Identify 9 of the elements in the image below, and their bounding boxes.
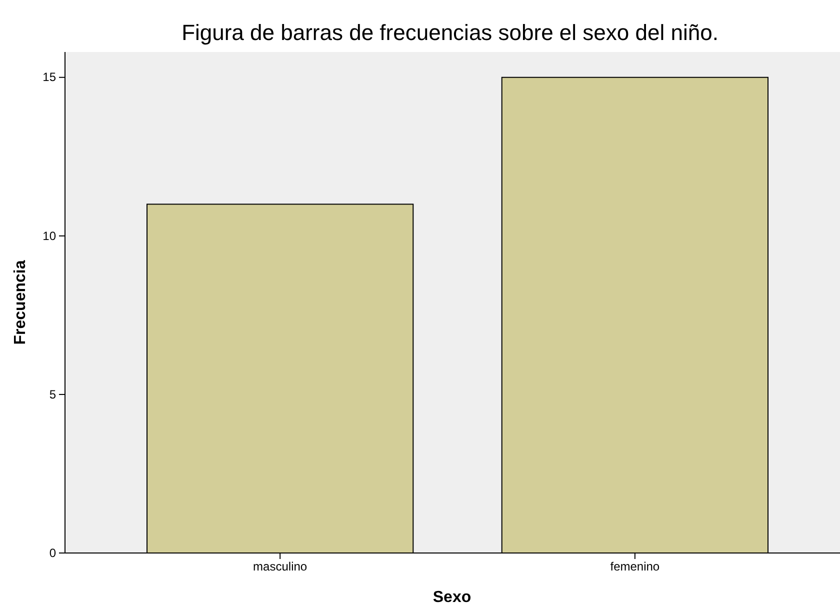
y-axis-title: Frecuencia — [12, 260, 29, 345]
y-tick-label: 15 — [42, 70, 56, 84]
y-tick-label: 10 — [42, 228, 56, 243]
y-tick-label: 5 — [49, 387, 56, 402]
y-tick-label: 0 — [49, 546, 56, 560]
x-tick-label: femenino — [610, 560, 660, 574]
x-axis-title: Sexo — [432, 589, 472, 606]
chart-title: Figura de barras de frecuencias sobre el sexo del niño. — [182, 20, 718, 45]
x-tick-label: masculino — [253, 560, 308, 574]
